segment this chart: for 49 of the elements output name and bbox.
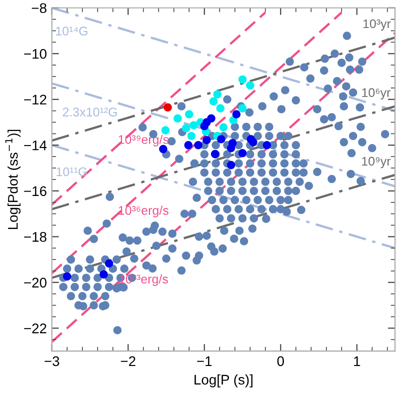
point [246, 81, 254, 90]
annotation: 10³⁶erg/s [118, 206, 168, 218]
y-tick-label: −16 [24, 186, 46, 196]
point [174, 114, 182, 123]
point [238, 149, 247, 158]
point [262, 140, 272, 150]
point [238, 75, 247, 84]
annotation: 10⁶yr [362, 88, 390, 100]
point [182, 124, 190, 132]
point [184, 110, 194, 118]
x-tick-label: 0 [277, 356, 284, 366]
point [216, 104, 225, 112]
y-tick-label: −18 [24, 232, 46, 242]
annotation: 2.3x10¹²G [62, 108, 117, 116]
annotation: 10¹⁴G [56, 26, 88, 36]
point [226, 160, 236, 170]
point [232, 110, 241, 118]
annotation: 10¹¹G [56, 167, 87, 176]
point [100, 270, 108, 279]
point [219, 123, 228, 132]
x-axis-title: Log[P (s)] [194, 374, 252, 388]
y-tick-label: −10 [24, 48, 46, 59]
point [217, 135, 226, 144]
point [164, 103, 172, 112]
point [194, 140, 202, 150]
y-tick-label: −22 [24, 324, 46, 334]
point [249, 138, 258, 146]
x-tick-label: −1 [197, 356, 212, 366]
x-tick-label: 1 [354, 356, 360, 366]
point [202, 136, 211, 144]
x-tick-label: −2 [120, 356, 136, 366]
point [161, 126, 170, 134]
point [209, 97, 218, 106]
y-tick-label: −12 [24, 94, 46, 104]
point [190, 121, 198, 130]
point [226, 144, 236, 152]
annotation: 10³yr [363, 19, 391, 31]
annotation: 10⁹yr [362, 156, 391, 168]
x-tick-label: −3 [44, 356, 60, 366]
point [213, 90, 222, 99]
point [62, 272, 72, 281]
point [187, 132, 196, 140]
point [104, 259, 114, 268]
point [200, 122, 209, 130]
y-tick-label: −20 [24, 278, 46, 288]
y-tick-label: −8 [32, 3, 46, 14]
y-tick-label: −14 [24, 140, 47, 150]
y-axis-title: Log[Pdot (ss$^{−1}$)] [5, 130, 21, 230]
point [184, 140, 193, 150]
